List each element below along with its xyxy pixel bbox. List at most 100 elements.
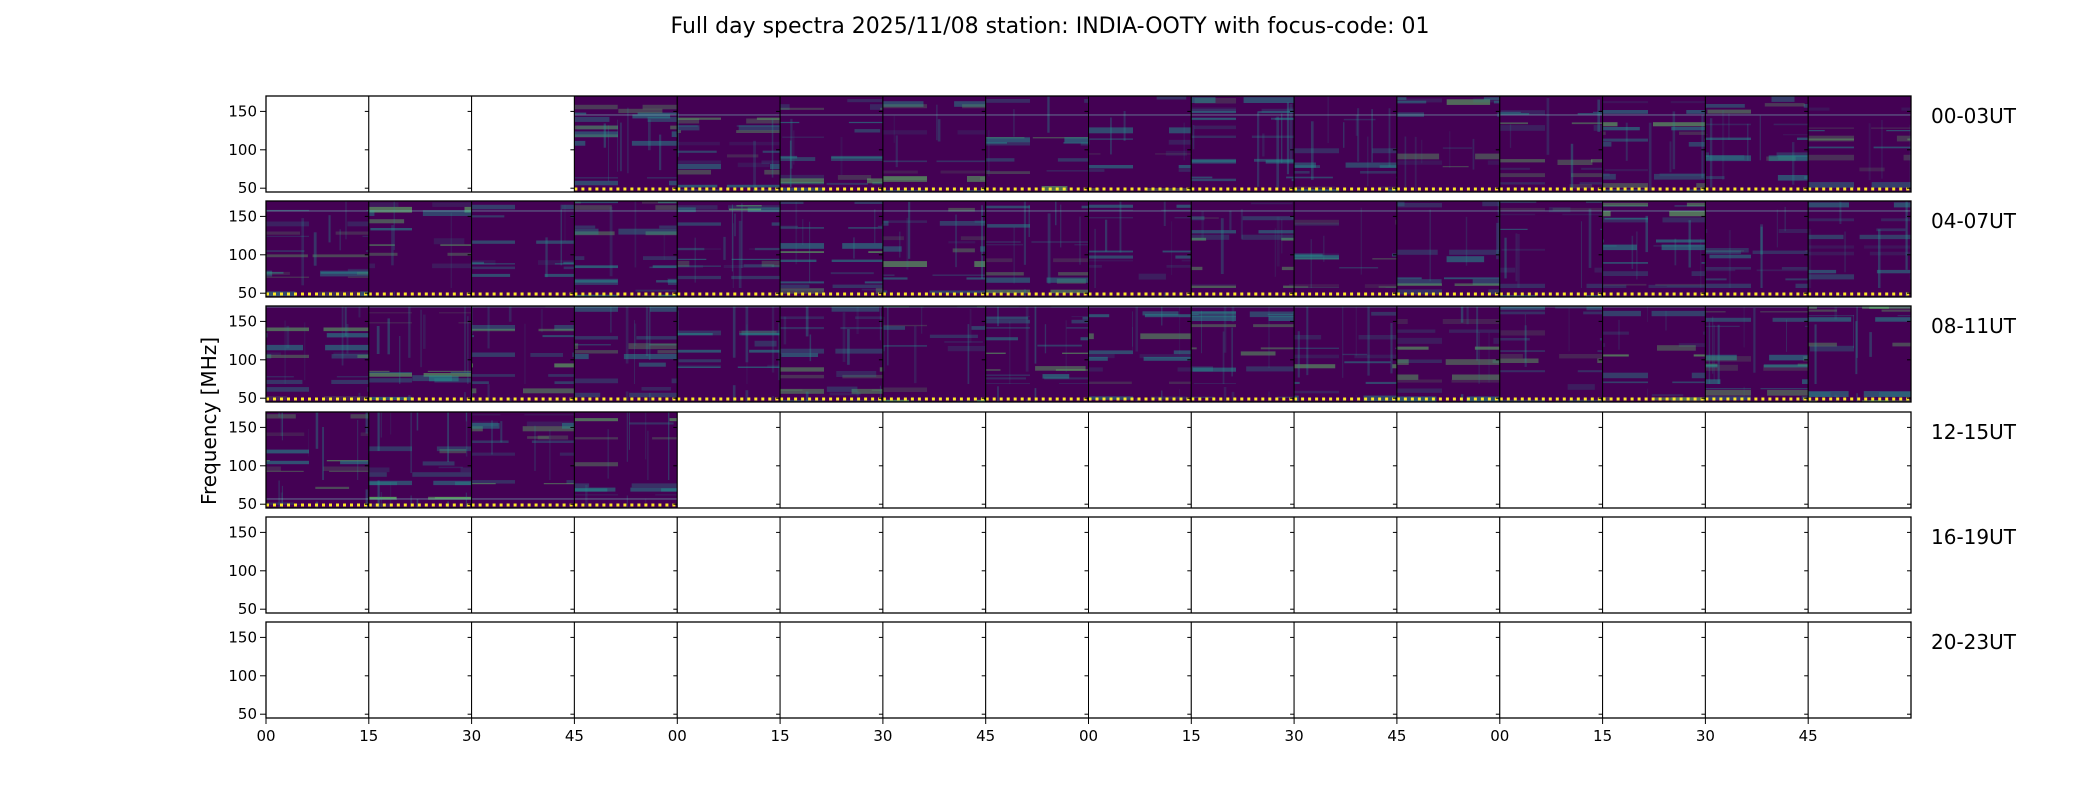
empty-panel [1088, 412, 1192, 508]
spectrogram-panel [471, 201, 575, 297]
spectrogram-panel [985, 306, 1089, 402]
x-tick-label: 00 [1490, 727, 1509, 745]
y-tick-label: 50 [238, 495, 257, 513]
spectrogram-panel [1705, 201, 1809, 297]
row-label: 20-23UT [1931, 630, 2017, 654]
spectrogram-panel [882, 96, 986, 192]
empty-panel [1088, 622, 1192, 718]
y-tick-label: 150 [228, 102, 257, 120]
empty-panel [368, 517, 472, 613]
spectrogram-panel [471, 306, 575, 402]
spectrogram-panel [1294, 306, 1397, 402]
spectrogram-panel [1396, 201, 1500, 297]
spectrogram-panel [368, 201, 472, 297]
spectrogram-panel [266, 201, 369, 297]
empty-panel [1396, 622, 1500, 718]
spectrogram-panel [1602, 96, 1706, 192]
x-tick-label: 30 [873, 727, 892, 745]
empty-panel [1705, 622, 1809, 718]
spectrogram-panel [1396, 96, 1500, 192]
y-tick-label: 150 [228, 207, 257, 225]
panel-row: 50 100 150 00-03UT [228, 95, 2017, 197]
spectrogram-panel [985, 96, 1089, 192]
y-tick-label: 50 [238, 600, 257, 618]
panel-row: 50 100 150 16-19UT [228, 516, 2017, 618]
empty-panel [1808, 517, 1911, 613]
spectrogram-panel [1191, 201, 1295, 297]
empty-panel [1705, 517, 1809, 613]
empty-panel [574, 517, 678, 613]
row-frame [265, 95, 1912, 193]
y-tick-label: 50 [238, 179, 257, 197]
spectrogram-panel [1499, 96, 1603, 192]
spectrogram-panel [1602, 201, 1706, 297]
empty-panel [1396, 412, 1500, 508]
spectrogram-panel [574, 412, 678, 508]
x-tick-label: 15 [359, 727, 378, 745]
spectrogram-panel [1088, 201, 1192, 297]
spectrogram-panel [368, 412, 472, 508]
empty-panel [1191, 622, 1295, 718]
empty-panel [471, 622, 575, 718]
y-tick-label: 150 [228, 628, 257, 646]
spectrogram-panel [1705, 96, 1809, 192]
spectrogram-panel [780, 306, 883, 402]
x-axis-ticks: 00 15 30 45 00 15 30 45 00 15 30 45 00 15 30 45 [256, 718, 1818, 745]
spectrogram-panel [1088, 96, 1192, 192]
empty-panel [471, 517, 575, 613]
empty-panel [1294, 517, 1397, 613]
empty-panel [780, 412, 883, 508]
empty-panel [1602, 412, 1706, 508]
spectrogram-panel [1396, 306, 1500, 402]
empty-panel [1705, 412, 1809, 508]
empty-panel [266, 517, 369, 613]
spectrogram-panel [368, 306, 472, 402]
spectrogram-panel [1191, 306, 1295, 402]
x-tick-label: 00 [668, 727, 687, 745]
empty-panel [1191, 412, 1295, 508]
y-tick-label: 150 [228, 418, 257, 436]
panel-row: 50 100 150 08-11UT [228, 305, 2017, 407]
empty-panel [677, 412, 781, 508]
empty-panel [985, 412, 1089, 508]
empty-panel [1602, 517, 1706, 613]
y-tick-label: 100 [228, 246, 257, 264]
empty-panel [882, 622, 986, 718]
x-tick-label: 00 [256, 727, 275, 745]
spectrogram-panel [574, 201, 678, 297]
spectrogram-panel [574, 96, 678, 192]
spectrogram-panel [780, 201, 883, 297]
empty-panel [780, 517, 883, 613]
spectrogram-panel [882, 201, 986, 297]
y-tick-label: 100 [228, 562, 257, 580]
x-tick-label: 30 [1285, 727, 1304, 745]
y-tick-label: 100 [228, 667, 257, 685]
row-label: 00-03UT [1931, 104, 2017, 128]
empty-panel [1396, 517, 1500, 613]
empty-panel [1602, 622, 1706, 718]
x-tick-label: 45 [1387, 727, 1406, 745]
spectrogram-panel [1808, 96, 1911, 192]
y-tick-label: 100 [228, 457, 257, 475]
empty-panel [471, 96, 575, 192]
y-tick-label: 50 [238, 389, 257, 407]
panel-row: 50 100 150 04-07UT [228, 200, 2017, 302]
spectrogram-panel [1808, 201, 1911, 297]
empty-panel [882, 412, 986, 508]
empty-panel [1499, 412, 1603, 508]
x-tick-label: 45 [976, 727, 995, 745]
y-tick-label: 150 [228, 312, 257, 330]
spectrogram-panel [266, 412, 369, 508]
spectrogram-panel [985, 201, 1089, 297]
row-label: 16-19UT [1931, 525, 2017, 549]
empty-panel [1294, 412, 1397, 508]
empty-panel [1499, 517, 1603, 613]
spectrogram-panel [1499, 201, 1603, 297]
empty-panel [1499, 622, 1603, 718]
x-tick-label: 15 [1182, 727, 1201, 745]
empty-panel [1808, 412, 1911, 508]
empty-panel [882, 517, 986, 613]
row-frame [265, 200, 1912, 298]
empty-panel [677, 622, 781, 718]
